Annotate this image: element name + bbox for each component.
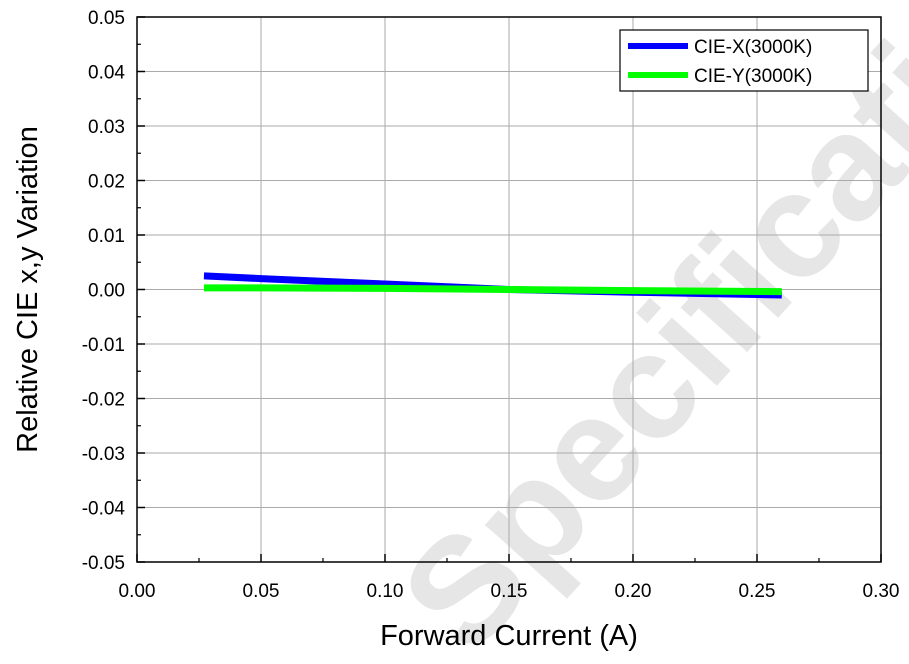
legend-box (619, 29, 869, 92)
y-tick-label: 0.03 (88, 117, 125, 138)
watermark-text: Specification (369, 0, 909, 664)
y-axis-title: Relative CIE x,y Variation (12, 126, 44, 453)
y-tick-label: -0.04 (82, 499, 126, 520)
x-tick-label: 0.10 (367, 581, 404, 602)
y-tick-label: 0.00 (88, 281, 125, 302)
x-tick-label: 0.00 (119, 581, 156, 602)
x-tick-label: 0.05 (243, 581, 280, 602)
y-tick-label: -0.01 (82, 335, 125, 356)
y-tick-label: 0.05 (88, 8, 125, 29)
legend-label: CIE-X(3000K) (694, 37, 812, 58)
y-tick-labels: -0.05 -0.04 -0.03 -0.02 -0.01 0.00 0.01 0.02 0.0… (82, 8, 126, 574)
x-tick-label: 0.25 (739, 581, 776, 602)
x-tick-label: 0.15 (491, 581, 528, 602)
y-tick-label: 0.01 (88, 226, 125, 247)
y-tick-label: -0.03 (82, 444, 125, 465)
x-axis-title: Forward Current (A) (380, 620, 638, 652)
y-tick-label: -0.02 (82, 390, 125, 411)
x-tick-label: 0.30 (863, 581, 900, 602)
y-tick-label: -0.05 (82, 553, 125, 574)
ticks (136, 16, 882, 563)
y-tick-label: 0.04 (88, 63, 125, 84)
x-tick-label: 0.20 (615, 581, 652, 602)
x-tick-labels: 0.00 0.05 0.10 0.15 0.20 0.25 0.30 (119, 581, 900, 602)
series-line-cie-y (203, 284, 782, 296)
y-tick-label: 0.02 (88, 172, 125, 193)
legend-label: CIE-Y(3000K) (694, 66, 812, 87)
legend: CIE-X(3000K) CIE-Y(3000K) (619, 29, 869, 92)
series-group (203, 272, 782, 299)
